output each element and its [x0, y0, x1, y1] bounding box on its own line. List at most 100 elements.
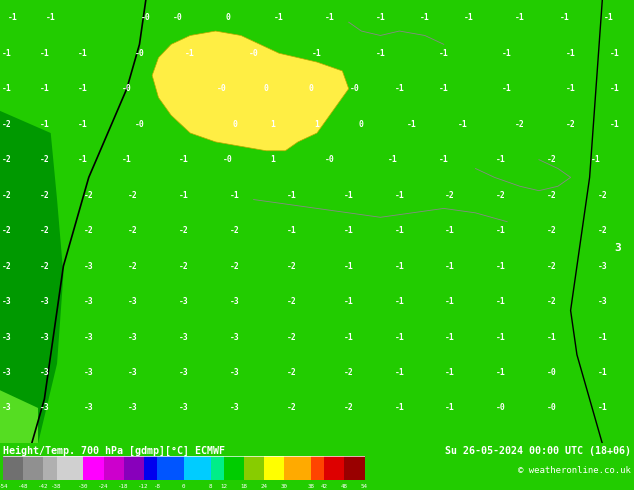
- Text: -1: -1: [39, 120, 49, 129]
- Text: -30: -30: [78, 484, 89, 489]
- Bar: [23, 456, 43, 480]
- Text: -1: -1: [597, 333, 607, 342]
- Text: -3: -3: [230, 333, 240, 342]
- Bar: [284, 456, 311, 480]
- Bar: [56, 456, 84, 480]
- Bar: [264, 456, 284, 480]
- Text: -0: -0: [547, 368, 557, 377]
- Text: -2: -2: [1, 155, 11, 164]
- Text: -3: -3: [597, 262, 607, 270]
- Text: -0: -0: [249, 49, 259, 58]
- Text: -1: -1: [458, 120, 468, 129]
- Text: -1: -1: [344, 226, 354, 235]
- Text: Height/Temp. 700 hPa [gdmp][°C] ECMWF: Height/Temp. 700 hPa [gdmp][°C] ECMWF: [3, 446, 225, 456]
- Text: -1: -1: [394, 262, 404, 270]
- Text: 1: 1: [314, 120, 320, 129]
- Text: -1: -1: [591, 155, 601, 164]
- Text: -3: -3: [39, 403, 49, 413]
- Text: -2: -2: [445, 191, 455, 199]
- Text: © weatheronline.co.uk: © weatheronline.co.uk: [518, 466, 631, 475]
- Text: -1: -1: [445, 403, 455, 413]
- Text: -2: -2: [287, 333, 297, 342]
- Text: -3: -3: [84, 297, 94, 306]
- Text: -2: -2: [39, 155, 49, 164]
- Text: -3: -3: [179, 297, 189, 306]
- Text: -2: -2: [287, 368, 297, 377]
- Text: -1: -1: [388, 155, 398, 164]
- Text: -1: -1: [394, 84, 404, 93]
- Text: -1: -1: [445, 262, 455, 270]
- Bar: [344, 456, 365, 480]
- Text: -0: -0: [325, 155, 335, 164]
- Bar: [311, 456, 325, 480]
- Text: -0: -0: [496, 403, 506, 413]
- Text: -3: -3: [84, 333, 94, 342]
- Text: -1: -1: [597, 368, 607, 377]
- Text: -42: -42: [38, 484, 49, 489]
- Text: -1: -1: [445, 297, 455, 306]
- Text: -3: -3: [230, 297, 240, 306]
- Text: -1: -1: [496, 333, 506, 342]
- Text: 30: 30: [281, 484, 288, 489]
- Text: -2: -2: [1, 120, 11, 129]
- Text: -1: -1: [325, 13, 335, 22]
- Text: -1: -1: [394, 191, 404, 199]
- Text: -1: -1: [77, 120, 87, 129]
- Text: -1: -1: [77, 84, 87, 93]
- Text: -0: -0: [223, 155, 233, 164]
- Text: -2: -2: [128, 191, 138, 199]
- Text: -1: -1: [610, 84, 620, 93]
- Bar: [244, 456, 264, 480]
- Text: -1: -1: [185, 49, 195, 58]
- Bar: [3, 456, 23, 480]
- Text: -1: -1: [515, 13, 525, 22]
- Text: -3: -3: [1, 368, 11, 377]
- Text: 0: 0: [226, 13, 231, 22]
- Text: -3: -3: [179, 333, 189, 342]
- Text: -1: -1: [445, 368, 455, 377]
- Text: 48: 48: [341, 484, 348, 489]
- Text: 42: 42: [321, 484, 328, 489]
- Text: 0: 0: [182, 484, 186, 489]
- Text: -1: -1: [394, 333, 404, 342]
- Bar: [224, 456, 244, 480]
- Text: -1: -1: [547, 333, 557, 342]
- Bar: [124, 456, 144, 480]
- Text: -1: -1: [8, 13, 18, 22]
- Text: -1: -1: [502, 84, 512, 93]
- Text: -1: -1: [394, 403, 404, 413]
- Text: -0: -0: [141, 13, 151, 22]
- Text: -1: -1: [559, 13, 569, 22]
- Text: -1: -1: [502, 49, 512, 58]
- Text: -0: -0: [547, 403, 557, 413]
- Text: -1: -1: [46, 13, 56, 22]
- Text: -2: -2: [1, 226, 11, 235]
- Text: -1: -1: [610, 120, 620, 129]
- Text: -1: -1: [344, 191, 354, 199]
- Text: -24: -24: [98, 484, 109, 489]
- Text: -3: -3: [39, 333, 49, 342]
- Text: 8: 8: [209, 484, 212, 489]
- Text: -8: -8: [153, 484, 160, 489]
- Text: -3: -3: [39, 368, 49, 377]
- Text: -3: -3: [128, 333, 138, 342]
- Bar: [103, 456, 124, 480]
- Text: -1: -1: [274, 13, 284, 22]
- Text: -1: -1: [287, 226, 297, 235]
- Text: -3: -3: [39, 297, 49, 306]
- Text: -3: -3: [230, 368, 240, 377]
- Bar: [184, 456, 210, 480]
- Text: -2: -2: [547, 226, 557, 235]
- Text: -2: -2: [39, 226, 49, 235]
- Text: -1: -1: [445, 226, 455, 235]
- Text: -1: -1: [464, 13, 474, 22]
- Text: -48: -48: [18, 484, 29, 489]
- Text: 0: 0: [308, 84, 313, 93]
- Text: 3: 3: [615, 244, 621, 253]
- Text: -1: -1: [439, 49, 449, 58]
- Bar: [43, 456, 56, 480]
- Text: -1: -1: [77, 49, 87, 58]
- Text: -1: -1: [1, 84, 11, 93]
- Text: 12: 12: [221, 484, 228, 489]
- Text: -2: -2: [496, 191, 506, 199]
